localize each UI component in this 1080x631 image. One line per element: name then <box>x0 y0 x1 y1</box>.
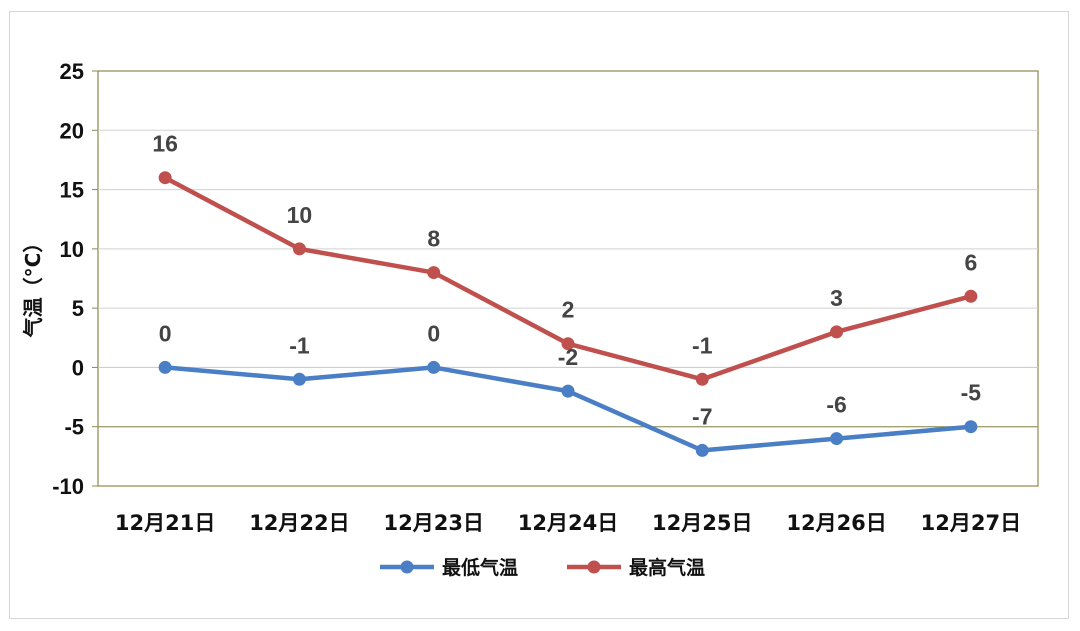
y-tick-label: 0 <box>72 355 84 380</box>
x-tick-label: 12月27日 <box>921 511 1021 535</box>
data-label: 0 <box>159 320 172 346</box>
data-point <box>830 432 844 446</box>
data-label: 2 <box>562 297 575 323</box>
x-tick-label: 12月25日 <box>652 511 752 535</box>
y-tick-label: -10 <box>52 474 84 499</box>
y-tick-label: 5 <box>72 296 84 321</box>
data-label: -2 <box>558 344 578 370</box>
data-label: -1 <box>289 332 310 358</box>
y-axis-label: 气温（°C） <box>21 233 45 339</box>
data-label: 0 <box>427 320 440 346</box>
data-point <box>427 360 441 374</box>
data-point <box>292 242 306 256</box>
legend: 最低气温 最高气温 <box>380 556 705 579</box>
plot-area <box>97 70 1039 487</box>
legend-label: 最高气温 <box>629 556 705 579</box>
y-tick-label: 20 <box>60 118 84 143</box>
y-tick-label: 25 <box>60 59 84 84</box>
data-label: 16 <box>152 131 178 157</box>
x-tick-label: 12月21日 <box>115 511 215 535</box>
y-tick-label: 15 <box>60 178 84 203</box>
data-point <box>695 443 709 457</box>
data-point <box>695 372 709 386</box>
y-tick-label: -5 <box>64 415 84 440</box>
data-labels: 0 -1 0 -2 -7 -6 -5 16 10 8 2 -1 3 6 <box>152 131 981 430</box>
x-tick-label: 12月24日 <box>518 511 618 535</box>
data-label: 10 <box>287 202 313 228</box>
legend-marker <box>587 560 601 574</box>
data-point <box>158 360 172 374</box>
data-point <box>964 289 978 303</box>
data-label: -5 <box>961 380 982 406</box>
data-point <box>964 420 978 434</box>
legend-label: 最低气温 <box>442 556 518 579</box>
data-label: -6 <box>826 392 846 418</box>
data-point <box>292 372 306 386</box>
data-point <box>427 266 441 280</box>
legend-marker <box>400 560 414 574</box>
x-tick-label: 12月23日 <box>383 511 483 535</box>
data-label: 8 <box>427 226 440 252</box>
data-label: 3 <box>830 285 843 311</box>
data-point <box>158 171 172 185</box>
x-axis-ticks: 12月21日 12月22日 12月23日 12月24日 12月25日 12月26日 12月2… <box>115 511 1021 535</box>
x-tick-label: 12月22日 <box>249 511 349 535</box>
x-tick-label: 12月26日 <box>786 511 886 535</box>
data-label: -7 <box>692 403 712 429</box>
data-point <box>561 337 575 351</box>
data-point <box>830 325 844 339</box>
y-axis-ticks: -10 -5 0 5 10 15 20 25 <box>52 59 98 499</box>
gridlines <box>98 129 1038 428</box>
data-label: -1 <box>692 332 713 358</box>
y-tick-label: 10 <box>60 237 84 262</box>
series-lines <box>158 171 978 457</box>
data-point <box>561 384 575 398</box>
data-label: 6 <box>964 249 977 275</box>
